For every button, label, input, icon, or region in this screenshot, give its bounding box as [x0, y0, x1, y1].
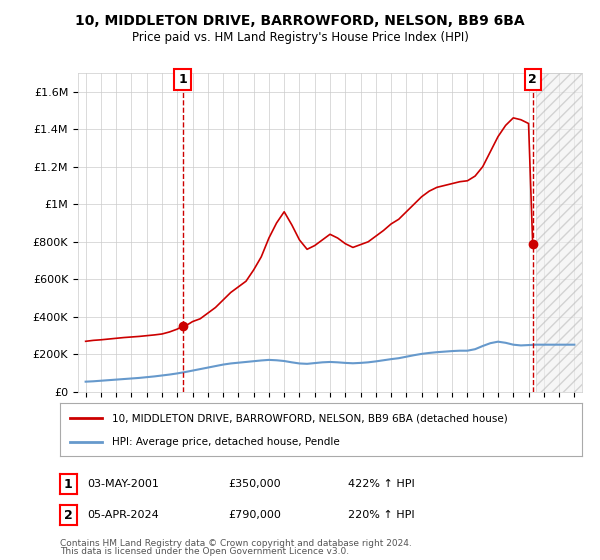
Text: 422% ↑ HPI: 422% ↑ HPI [348, 479, 415, 489]
Text: 2: 2 [528, 73, 537, 86]
Text: 1: 1 [64, 478, 73, 491]
Text: 2: 2 [64, 508, 73, 522]
Text: 10, MIDDLETON DRIVE, BARROWFORD, NELSON, BB9 6BA: 10, MIDDLETON DRIVE, BARROWFORD, NELSON,… [75, 14, 525, 28]
Text: 10, MIDDLETON DRIVE, BARROWFORD, NELSON, BB9 6BA (detached house): 10, MIDDLETON DRIVE, BARROWFORD, NELSON,… [112, 413, 508, 423]
Text: 220% ↑ HPI: 220% ↑ HPI [348, 510, 415, 520]
Text: £350,000: £350,000 [228, 479, 281, 489]
Text: 1: 1 [178, 73, 187, 86]
Text: HPI: Average price, detached house, Pendle: HPI: Average price, detached house, Pend… [112, 436, 340, 446]
Text: Price paid vs. HM Land Registry's House Price Index (HPI): Price paid vs. HM Land Registry's House … [131, 31, 469, 44]
Text: Contains HM Land Registry data © Crown copyright and database right 2024.: Contains HM Land Registry data © Crown c… [60, 539, 412, 548]
Text: £790,000: £790,000 [228, 510, 281, 520]
Text: 05-APR-2024: 05-APR-2024 [87, 510, 159, 520]
Bar [536, 73, 582, 392]
Text: 03-MAY-2001: 03-MAY-2001 [87, 479, 159, 489]
Text: This data is licensed under the Open Government Licence v3.0.: This data is licensed under the Open Gov… [60, 547, 349, 556]
